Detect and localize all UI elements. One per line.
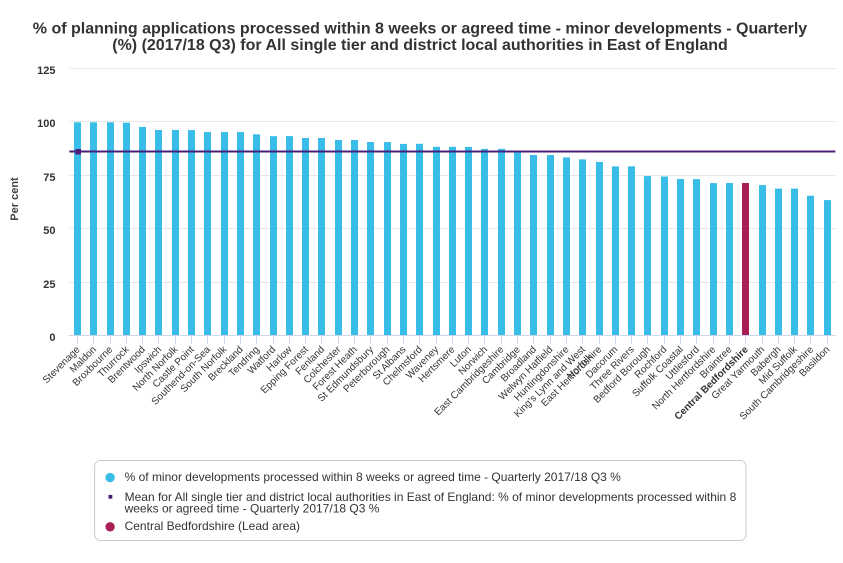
svg-text:weeks or agreed time - Quarter: weeks or agreed time - Quarterly 2017/18… xyxy=(124,502,380,516)
svg-text:(%) (2017/18 Q3) for All singl: (%) (2017/18 Q3) for All single tier and… xyxy=(112,37,728,54)
svg-text:% of planning applications pro: % of planning applications processed wit… xyxy=(33,21,808,38)
svg-text:50: 50 xyxy=(43,225,55,237)
svg-text:Mean for All single tier and d: Mean for All single tier and district lo… xyxy=(125,490,737,504)
svg-text:Central Bedfordshire (Lead are: Central Bedfordshire (Lead area) xyxy=(125,519,300,533)
svg-text:Per cent: Per cent xyxy=(9,177,21,221)
svg-text:25: 25 xyxy=(43,279,55,291)
svg-text:0: 0 xyxy=(49,332,55,344)
svg-text:75: 75 xyxy=(43,172,55,184)
svg-text:% of minor developments proces: % of minor developments processed within… xyxy=(125,470,622,484)
svg-text:100: 100 xyxy=(37,118,55,130)
svg-text:125: 125 xyxy=(37,65,55,77)
